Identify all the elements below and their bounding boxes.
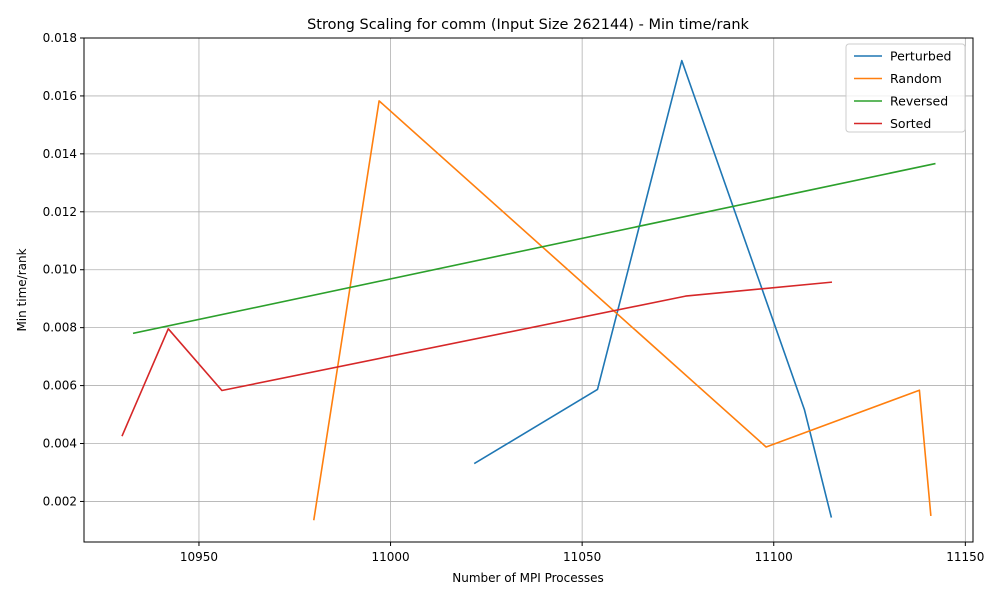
legend-label: Sorted (890, 116, 931, 131)
legend: Perturbed Random Reversed Sorted (845, 43, 966, 133)
x-tick-label: 11150 (946, 550, 984, 564)
series-line-random (312, 100, 932, 521)
x-tick-label: 11000 (371, 550, 409, 564)
legend-label: Reversed (890, 94, 948, 109)
series-line-sorted (121, 281, 833, 437)
y-axis-label: Min time/rank (15, 248, 29, 331)
x-ticks: 10950 11000 11050 11100 11150 (180, 542, 984, 564)
chart-title: Strong Scaling for comm (Input Size 2621… (307, 17, 749, 33)
legend-box (845, 43, 966, 133)
series-lines (121, 59, 936, 521)
y-ticks: 0.002 0.004 0.006 0.008 0.010 0.012 0.014 0.016… (43, 31, 84, 508)
y-tick-label: 0.006 (43, 379, 77, 393)
x-axis-label: Number of MPI Processes (452, 571, 604, 585)
x-tick-label: 11050 (563, 550, 601, 564)
x-tick-label: 10950 (180, 550, 218, 564)
series-line-perturbed (473, 59, 833, 518)
legend-label: Random (890, 71, 942, 86)
y-tick-label: 0.004 (43, 437, 77, 451)
legend-label: Perturbed (890, 49, 951, 64)
y-tick-label: 0.016 (43, 89, 77, 103)
grid (84, 37, 973, 542)
y-tick-label: 0.018 (43, 31, 77, 45)
y-tick-label: 0.008 (43, 321, 77, 335)
plot-frame (83, 37, 974, 543)
y-tick-label: 0.014 (43, 147, 77, 161)
y-tick-label: 0.010 (43, 263, 77, 277)
x-tick-label: 11100 (755, 550, 793, 564)
y-tick-label: 0.002 (43, 494, 77, 508)
y-tick-label: 0.012 (43, 205, 77, 219)
series-line-reversed (132, 162, 936, 335)
